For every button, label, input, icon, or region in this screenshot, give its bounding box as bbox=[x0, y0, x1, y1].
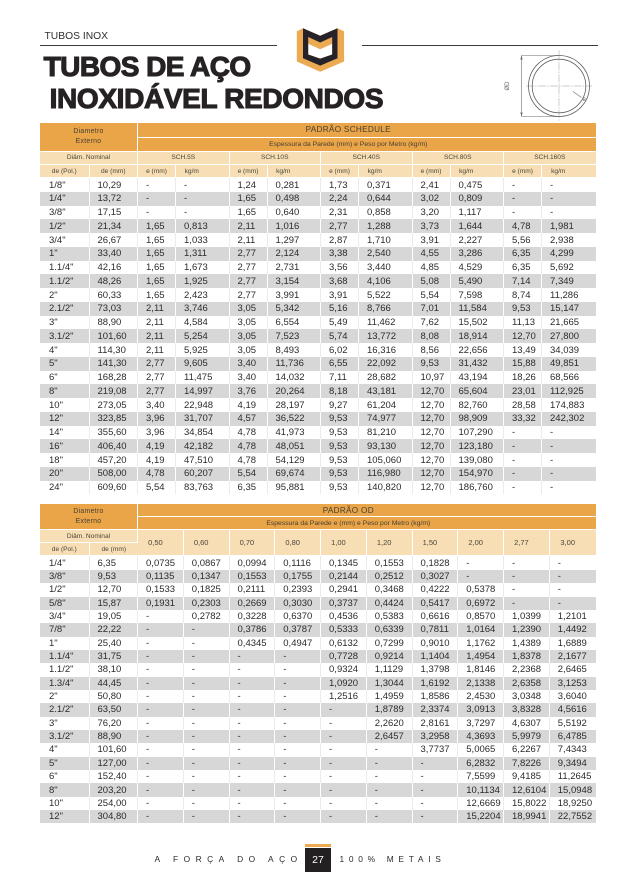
svg-text:e: e bbox=[583, 97, 587, 103]
svg-text:ØD: ØD bbox=[505, 81, 511, 91]
